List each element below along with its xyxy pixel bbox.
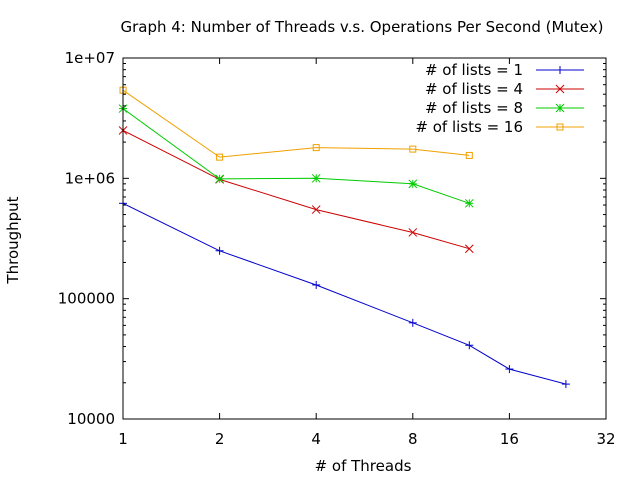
- x-axis-label: # of Threads: [315, 457, 412, 475]
- legend-label: # of lists = 8: [425, 99, 523, 117]
- data-point: [465, 151, 473, 159]
- x-tick-label: 2: [215, 430, 225, 448]
- plot-frame: [122, 57, 607, 420]
- y-axis-label: Throughput: [4, 196, 22, 284]
- x-tick-label: 16: [500, 430, 519, 448]
- data-point: [215, 174, 224, 184]
- legend-item: # of lists = 8: [425, 99, 584, 117]
- legend-label: # of lists = 16: [415, 118, 523, 136]
- x-axis-ticks: 1 2 4 8 16 32: [118, 58, 616, 448]
- data-point: [216, 153, 224, 161]
- data-point: [409, 145, 417, 153]
- legend-label: # of lists = 1: [425, 61, 523, 79]
- data-point: [311, 205, 321, 214]
- series-line: [122, 129, 470, 250]
- legend-item: # of lists = 1: [425, 61, 584, 79]
- y-tick-label: 1e+07: [65, 49, 115, 67]
- y-tick-label: 100000: [58, 290, 115, 308]
- data-point: [555, 84, 565, 94]
- legend: # of lists = 1# of lists = 4# of lists =…: [415, 61, 584, 136]
- data-point: [505, 365, 514, 374]
- series-1: [119, 199, 570, 389]
- series-line: [122, 202, 567, 385]
- data-point: [561, 380, 570, 389]
- y-tick-label: 10000: [67, 410, 115, 428]
- data-point: [555, 103, 565, 113]
- x-tick-label: 32: [596, 430, 615, 448]
- data-point: [408, 179, 418, 189]
- y-tick-label: 1e+06: [65, 169, 115, 187]
- data-point: [215, 246, 224, 255]
- data-point: [408, 228, 418, 237]
- series-line: [122, 89, 470, 158]
- data-point: [312, 280, 321, 289]
- plot-area: [118, 86, 570, 389]
- data-point: [465, 341, 474, 350]
- x-tick-label: 4: [311, 430, 321, 448]
- data-point: [312, 144, 320, 152]
- data-point: [408, 318, 417, 327]
- chart-title: Graph 4: Number of Threads v.s. Operatio…: [120, 18, 603, 36]
- data-point: [464, 244, 474, 254]
- data-point: [556, 123, 564, 131]
- y-axis-ticks: 10000 100000 1e+06 1e+07: [58, 49, 606, 428]
- data-point: [311, 173, 321, 183]
- series-4: [119, 86, 473, 161]
- legend-item: # of lists = 4: [425, 80, 584, 98]
- x-tick-label: 8: [408, 430, 418, 448]
- legend-label: # of lists = 4: [425, 80, 523, 98]
- data-point: [464, 198, 474, 208]
- legend-item: # of lists = 16: [415, 118, 584, 136]
- series-2: [118, 126, 474, 254]
- data-point: [556, 66, 564, 74]
- x-tick-label: 1: [118, 430, 128, 448]
